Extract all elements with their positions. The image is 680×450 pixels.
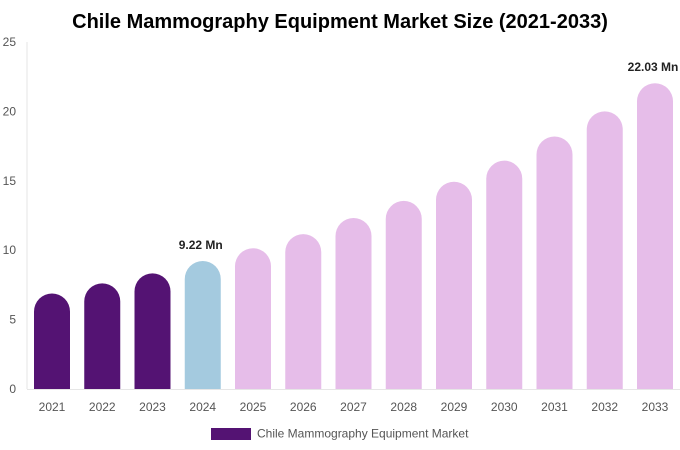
x-tick-label: 2021 (39, 400, 66, 414)
data-label: 9.22 Mn (179, 238, 223, 252)
y-tick-label: 5 (9, 313, 16, 327)
bar-2021[interactable] (34, 293, 70, 389)
bar-2029[interactable] (436, 181, 472, 389)
bar-2024[interactable] (184, 261, 221, 389)
chart-title: Chile Mammography Equipment Market Size … (72, 11, 608, 33)
bar-2030[interactable] (486, 160, 523, 389)
bar-2033[interactable] (637, 83, 673, 390)
y-tick-label: 20 (3, 104, 17, 118)
x-tick-label: 2022 (89, 400, 116, 414)
legend-label[interactable]: Chile Mammography Equipment Market (257, 427, 469, 441)
y-tick-label: 25 (3, 35, 17, 49)
x-tick-label: 2032 (591, 400, 618, 414)
x-tick-label: 2029 (441, 400, 468, 414)
bar-2026[interactable] (285, 234, 322, 389)
data-label: 22.03 Mn (628, 60, 679, 74)
bar-2025[interactable] (235, 248, 271, 389)
bar-2023[interactable] (134, 273, 171, 389)
x-tick-label: 2027 (340, 400, 367, 414)
bar-2031[interactable] (536, 136, 573, 389)
x-tick-label: 2028 (390, 400, 417, 414)
y-tick-label: 0 (9, 382, 16, 396)
x-tick-label: 2024 (189, 400, 216, 414)
bar-2032[interactable] (586, 111, 623, 389)
legend-swatch (211, 428, 251, 440)
y-tick-label: 15 (3, 174, 17, 188)
x-tick-label: 2023 (139, 400, 166, 414)
y-tick-label: 10 (3, 243, 17, 257)
bar-2022[interactable] (84, 283, 121, 389)
x-tick-label: 2033 (642, 400, 669, 414)
bar-2028[interactable] (385, 200, 422, 389)
x-tick-label: 2026 (290, 400, 317, 414)
x-tick-label: 2031 (541, 400, 568, 414)
x-tick-label: 2030 (491, 400, 518, 414)
x-tick-label: 2025 (240, 400, 267, 414)
bar-2027[interactable] (335, 217, 372, 389)
